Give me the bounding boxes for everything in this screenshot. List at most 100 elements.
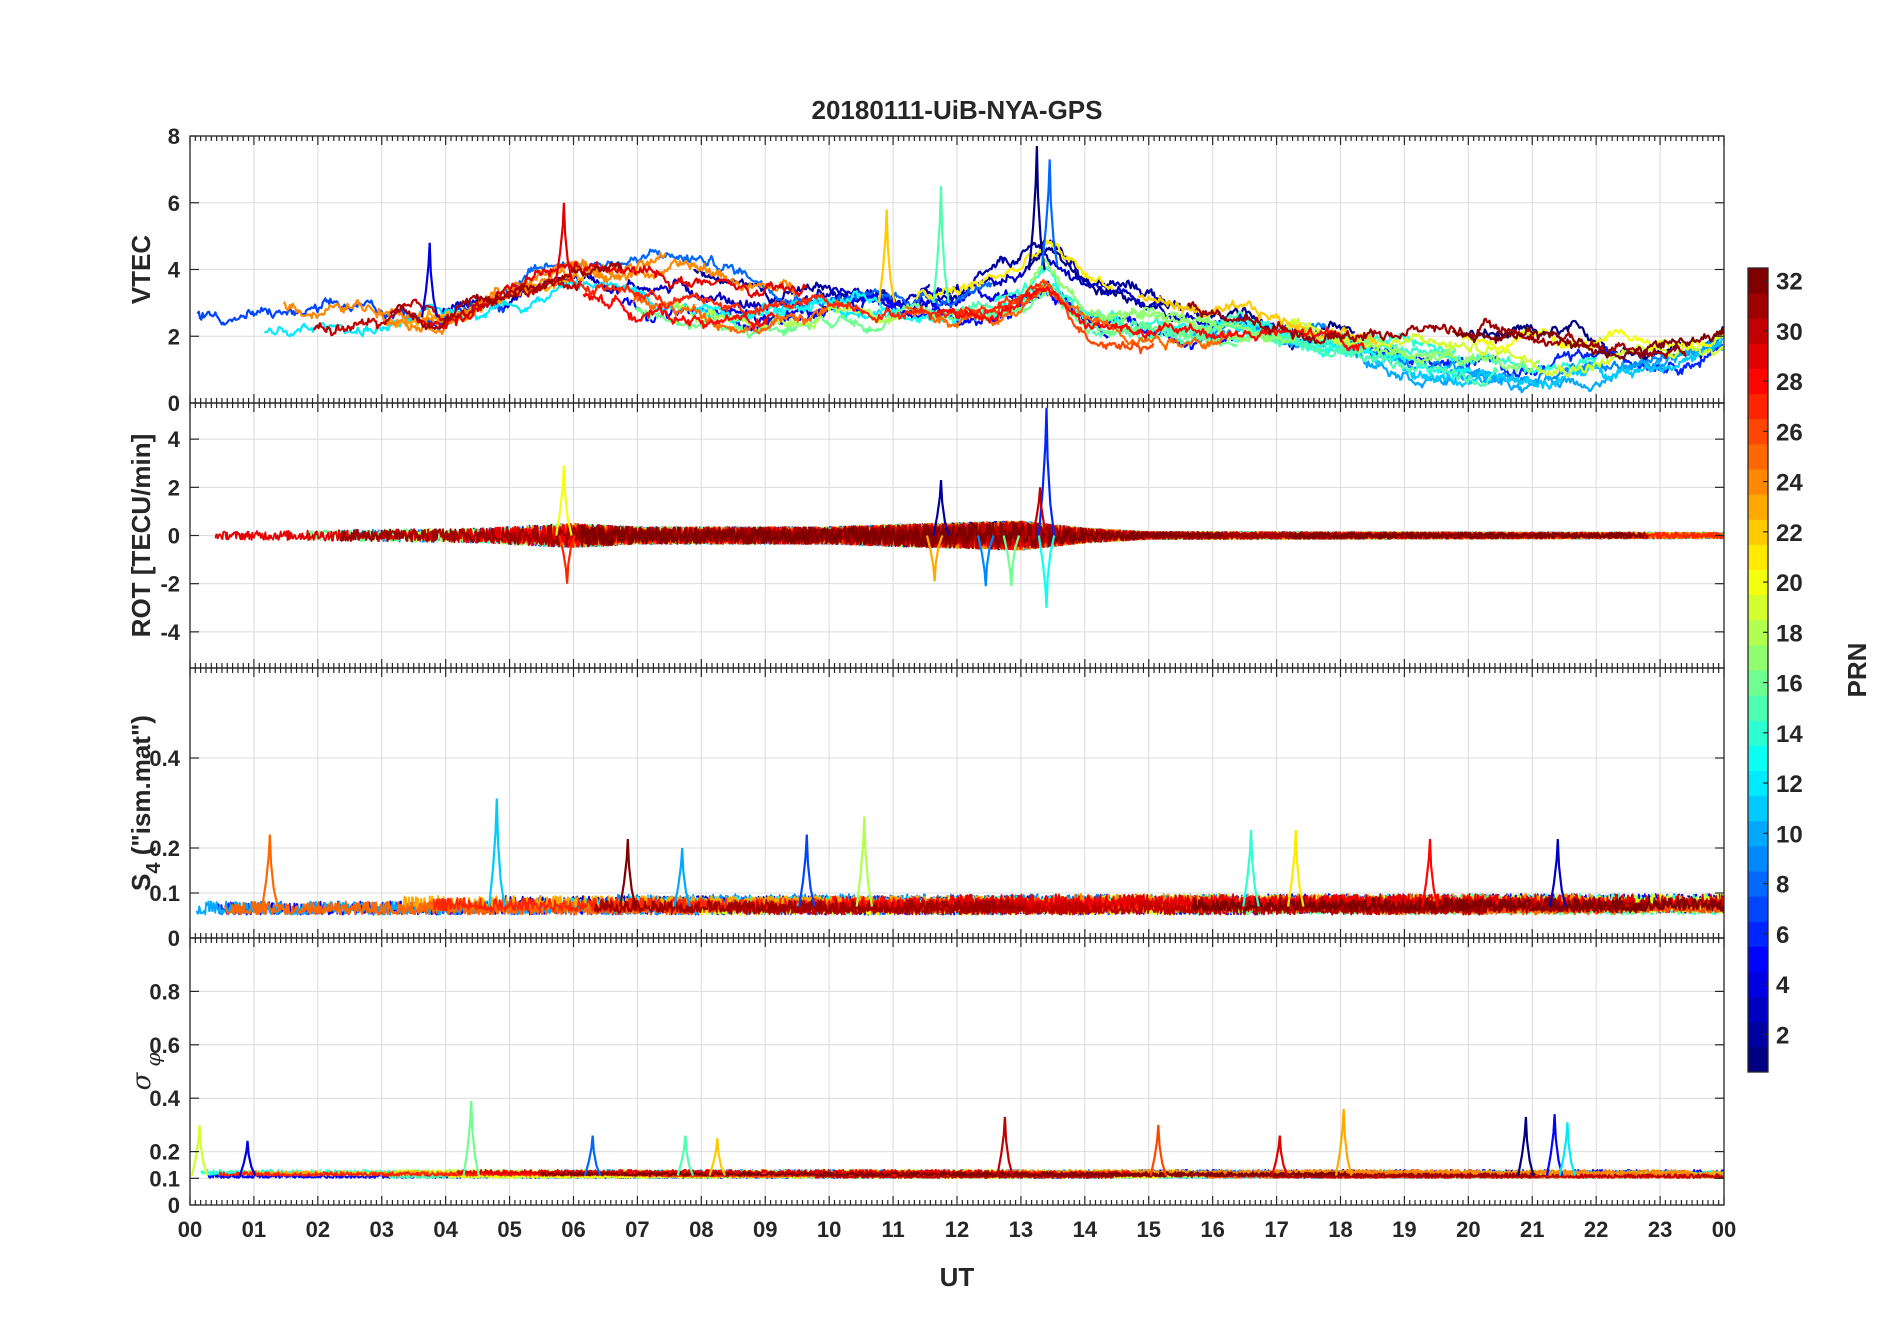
x-tick-label: 03	[370, 1217, 394, 1242]
peak	[1421, 838, 1439, 907]
colorbar-segment	[1748, 469, 1768, 495]
colorbar-segment	[1748, 720, 1768, 746]
colorbar-segment	[1748, 293, 1768, 319]
peak	[1040, 159, 1059, 266]
colorbar-segment	[1748, 494, 1768, 520]
colorbar-tick-label: 24	[1776, 470, 1803, 497]
y-axis-label: σφ	[127, 1053, 165, 1091]
peak	[1287, 829, 1305, 907]
peak	[190, 1124, 209, 1176]
colorbar-segment	[1748, 569, 1768, 596]
x-tick-label: 20	[1456, 1217, 1480, 1242]
y-axis-label: S4 ("ism.mat")	[126, 715, 165, 891]
y-tick-labels: 00.10.2 0.4 0.6 0.8	[149, 979, 1724, 1218]
x-tick-label: 23	[1648, 1217, 1672, 1242]
peak	[619, 838, 637, 907]
y-tick-label: 0	[168, 926, 180, 951]
chart-title: 20180111-UiB-NYA-GPS	[812, 95, 1103, 125]
peak	[1558, 1122, 1577, 1176]
x-tick-label: 07	[625, 1217, 649, 1242]
series-prn-15	[924, 282, 1304, 344]
x-tick-label: 16	[1200, 1217, 1224, 1242]
colorbar-segment	[1748, 619, 1768, 646]
colorbar-segment	[1748, 1046, 1768, 1073]
y-tick-label: 0	[168, 391, 180, 416]
peak	[673, 847, 691, 907]
colorbar-segment	[1748, 745, 1768, 771]
peak	[932, 480, 950, 536]
peak	[1037, 535, 1056, 608]
colorbar-tick-label: 8	[1776, 872, 1789, 899]
y-axis-label: VTEC	[126, 235, 156, 305]
x-ticks	[189, 668, 1725, 938]
y-tick-label: 0.6	[149, 1033, 180, 1058]
peak	[1037, 407, 1056, 536]
y-axis-label: ROT [TECU/min]	[126, 434, 156, 638]
x-tick-label: 15	[1137, 1217, 1161, 1242]
colorbar-segment	[1748, 971, 1768, 998]
colorbar-tick-label: 4	[1776, 972, 1790, 999]
peak	[1242, 829, 1260, 907]
series-prn-28	[936, 286, 1366, 352]
peak	[996, 1116, 1014, 1176]
series-prn-32	[1289, 531, 1643, 540]
y-tick-label: -4	[160, 620, 180, 645]
colorbar-segment	[1748, 418, 1768, 445]
peak	[676, 1135, 695, 1176]
series-group	[214, 407, 1724, 608]
y-tick-label: 8	[168, 124, 180, 149]
peak	[798, 834, 816, 907]
colorbar-tick-label: 22	[1776, 520, 1803, 547]
colorbar-segment	[1748, 770, 1768, 797]
colorbar-tick-label: 14	[1776, 721, 1803, 748]
peak	[1271, 1135, 1289, 1176]
y-tick-label: 0.4	[149, 746, 180, 771]
peak	[1334, 1108, 1353, 1176]
y-tick-label: 0.2	[149, 836, 180, 861]
grid	[190, 938, 1724, 1206]
colorbar-frame	[1747, 267, 1769, 1073]
x-tick-label: 10	[817, 1217, 841, 1242]
colorbar-label: PRN	[1842, 643, 1872, 698]
x-ticks	[189, 938, 1725, 1205]
y-tick-labels: -4 -2 0 2 4	[160, 427, 1724, 645]
x-tick-label: 17	[1264, 1217, 1288, 1242]
series-prn-22	[1137, 294, 1378, 345]
x-tick-label: 05	[497, 1217, 521, 1242]
colorbar-tick-label: 12	[1776, 771, 1803, 798]
series-prn-31	[1187, 301, 1687, 360]
colorbar-segment	[1748, 544, 1768, 570]
x-tick-label: 01	[242, 1217, 266, 1242]
peak	[1517, 1116, 1535, 1176]
y-tick-label: 2	[168, 475, 180, 500]
peak	[1549, 838, 1567, 907]
colorbar-tick-label: 10	[1776, 821, 1803, 848]
colorbar-segment	[1748, 820, 1768, 847]
y-tick-label: 2	[168, 324, 180, 349]
peak	[238, 1140, 257, 1177]
peak	[1028, 145, 1046, 271]
peak	[488, 798, 506, 907]
series-prn-28	[582, 292, 776, 331]
x-tick-label: 21	[1520, 1217, 1544, 1242]
colorbar-tick-label: 32	[1776, 269, 1803, 296]
peak	[583, 1135, 602, 1176]
series-prn-32	[1191, 896, 1724, 912]
x-axis-label: UT	[940, 1262, 975, 1292]
colorbar-tick-label: 30	[1776, 319, 1803, 346]
y-tick-label: 0.8	[149, 979, 180, 1004]
panel-vtec: 0 2 4 6 8 VTEC	[126, 124, 1725, 416]
colorbar-tick-label: 26	[1776, 419, 1803, 446]
peak	[708, 1138, 727, 1177]
x-tick-label: 19	[1392, 1217, 1416, 1242]
peak	[558, 535, 576, 584]
x-tick-label: 13	[1009, 1217, 1033, 1242]
series-prn-32	[540, 1171, 918, 1177]
colorbar-segment	[1748, 594, 1768, 621]
colorbar-tick-label: 28	[1776, 369, 1803, 396]
y-tick-labels: 0 2 4 6 8	[168, 124, 1724, 416]
colorbar-segment	[1748, 443, 1768, 470]
y-tick-label: 4	[168, 427, 181, 452]
